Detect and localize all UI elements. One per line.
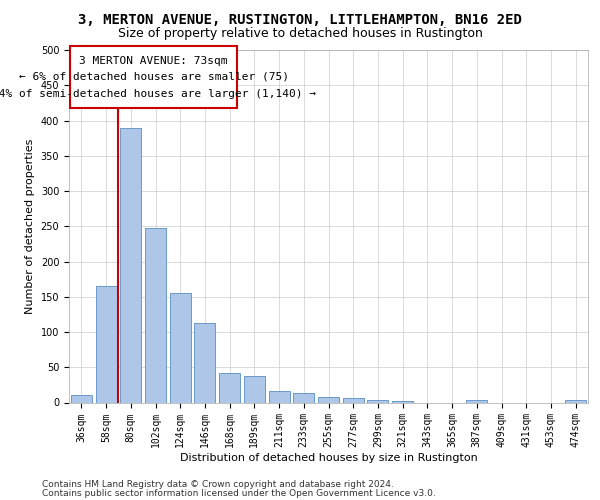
Text: Contains public sector information licensed under the Open Government Licence v3: Contains public sector information licen… <box>42 488 436 498</box>
Bar <box>318 397 339 402</box>
Bar <box>392 401 413 402</box>
Bar <box>244 376 265 402</box>
Text: Size of property relative to detached houses in Rustington: Size of property relative to detached ho… <box>118 28 482 40</box>
X-axis label: Distribution of detached houses by size in Rustington: Distribution of detached houses by size … <box>179 453 478 463</box>
Bar <box>71 396 92 402</box>
Text: ← 6% of detached houses are smaller (75): ← 6% of detached houses are smaller (75) <box>19 72 289 82</box>
Bar <box>194 323 215 402</box>
Bar <box>367 400 388 402</box>
Text: 3 MERTON AVENUE: 73sqm: 3 MERTON AVENUE: 73sqm <box>79 56 228 66</box>
Bar <box>219 373 240 402</box>
Bar <box>120 128 141 402</box>
Bar <box>293 392 314 402</box>
Bar <box>343 398 364 402</box>
Y-axis label: Number of detached properties: Number of detached properties <box>25 138 35 314</box>
Bar <box>170 293 191 403</box>
Bar <box>466 400 487 402</box>
Text: Contains HM Land Registry data © Crown copyright and database right 2024.: Contains HM Land Registry data © Crown c… <box>42 480 394 489</box>
Text: 3, MERTON AVENUE, RUSTINGTON, LITTLEHAMPTON, BN16 2ED: 3, MERTON AVENUE, RUSTINGTON, LITTLEHAMP… <box>78 12 522 26</box>
Text: 94% of semi-detached houses are larger (1,140) →: 94% of semi-detached houses are larger (… <box>0 89 316 99</box>
Bar <box>95 286 116 403</box>
Bar <box>269 390 290 402</box>
FancyBboxPatch shape <box>70 46 237 108</box>
Bar <box>565 400 586 402</box>
Bar <box>145 228 166 402</box>
